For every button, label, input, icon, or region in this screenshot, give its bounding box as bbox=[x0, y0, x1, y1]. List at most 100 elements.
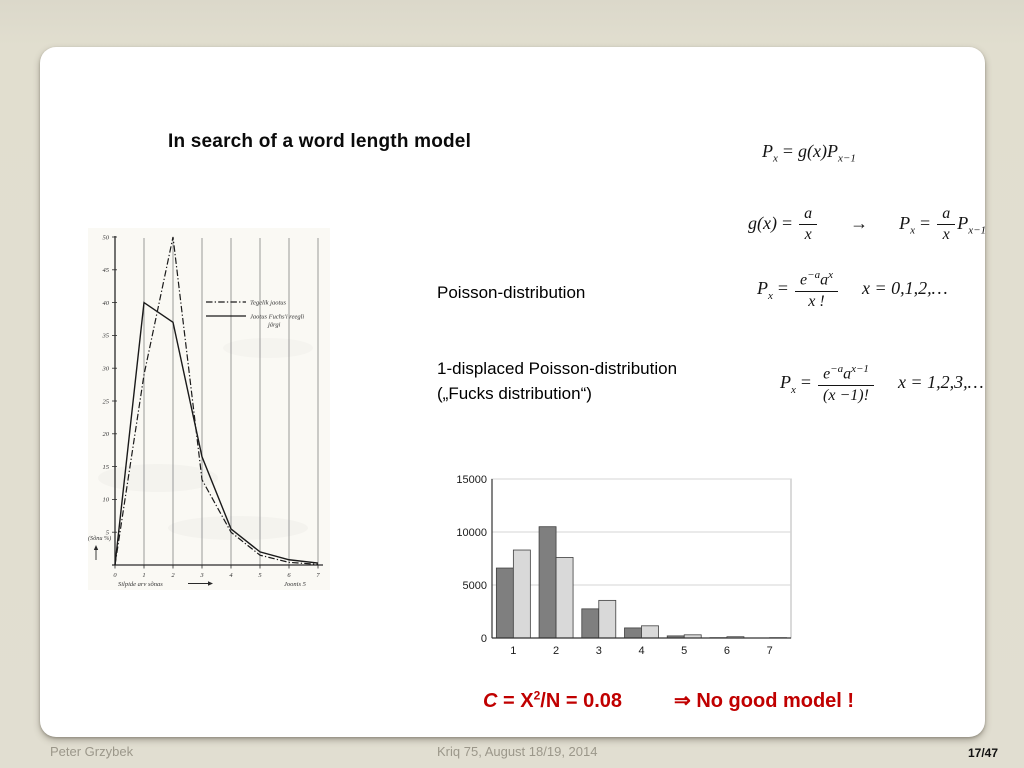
math-denominator: x ! bbox=[808, 292, 825, 310]
math-sub: x−1 bbox=[968, 224, 986, 237]
label-line: 1-displaced Poisson-distribution bbox=[437, 359, 678, 378]
math-operator: = bbox=[782, 141, 794, 161]
math-denominator: x bbox=[942, 226, 950, 244]
label-line: („Fucks distribution“) bbox=[437, 383, 592, 403]
math-operator: = bbox=[800, 372, 812, 393]
math-var: P bbox=[780, 372, 791, 393]
svg-text:5: 5 bbox=[681, 645, 687, 657]
svg-text:7: 7 bbox=[767, 645, 773, 657]
slide-content-card: In search of a word length model Px = g(x)… bbox=[40, 47, 986, 737]
svg-text:15: 15 bbox=[103, 464, 110, 471]
math-var: P bbox=[827, 141, 839, 161]
svg-text:4: 4 bbox=[638, 645, 644, 657]
formula-recurrence: Px = g(x)Px−1 bbox=[762, 141, 856, 165]
math-numerator: e−aax−1 bbox=[818, 363, 874, 386]
formula-poisson: Px = e−aax x ! x = 0,1,2,… bbox=[757, 269, 948, 311]
svg-text:3: 3 bbox=[596, 645, 602, 657]
svg-text:2: 2 bbox=[171, 572, 175, 579]
svg-text:6: 6 bbox=[287, 572, 291, 579]
math-operator: = bbox=[777, 278, 789, 299]
math-denominator: x bbox=[804, 226, 812, 244]
svg-text:4: 4 bbox=[229, 572, 233, 579]
bar-chart: 0 5000 10000 15000 1 2 3 4 5 6 7 bbox=[456, 474, 792, 657]
svg-text:50: 50 bbox=[103, 234, 110, 241]
math-var: e bbox=[800, 271, 808, 289]
math-var: P bbox=[957, 213, 969, 234]
svg-text:Jaotus Fuchs'i reegli: Jaotus Fuchs'i reegli bbox=[250, 313, 304, 320]
math-operator: = bbox=[781, 213, 793, 234]
svg-text:0: 0 bbox=[481, 633, 487, 645]
math-sub: x bbox=[768, 289, 773, 302]
svg-text:5: 5 bbox=[106, 530, 110, 537]
math-denominator: (x −1)! bbox=[823, 386, 869, 404]
math-var: a bbox=[820, 271, 829, 289]
arrow-right-icon: → bbox=[850, 213, 869, 234]
implies-arrow-icon: ⇒ bbox=[674, 690, 691, 712]
svg-text:5000: 5000 bbox=[463, 580, 487, 592]
math-var: P bbox=[757, 278, 768, 299]
conclusion-text: = X bbox=[497, 690, 534, 712]
label-displaced-poisson: 1-displaced Poisson-distribution („Fucks… bbox=[437, 357, 677, 406]
footer-page-number: 17/47 bbox=[968, 746, 999, 760]
math-range: x = 1,2,3,… bbox=[897, 372, 984, 393]
conclusion-text: /N = 0.08 bbox=[540, 690, 622, 712]
math-var: (x) bbox=[807, 141, 828, 161]
label-poisson-distribution: Poisson-distribution bbox=[437, 283, 586, 302]
formula-g-definition: g(x) = a x → Px = a x Px−1 bbox=[748, 205, 986, 245]
svg-text:Joonis 5: Joonis 5 bbox=[284, 581, 307, 588]
svg-text:Tegelik jaotus: Tegelik jaotus bbox=[250, 299, 287, 306]
math-numerator: a bbox=[799, 205, 818, 226]
math-var: g(x) bbox=[748, 213, 777, 234]
math-var: g bbox=[798, 141, 808, 161]
svg-text:30: 30 bbox=[102, 366, 110, 373]
math-sub: x bbox=[910, 224, 916, 237]
footer-event: Kriq 75, August 18/19, 2014 bbox=[437, 744, 598, 759]
math-numerator: a bbox=[937, 205, 956, 226]
math-sup: x−1 bbox=[851, 363, 869, 375]
math-sup: x bbox=[828, 269, 833, 281]
svg-text:0: 0 bbox=[113, 572, 117, 579]
conclusion-line: C = X2/N = 0.08 ⇒ No good model ! bbox=[483, 688, 854, 713]
svg-text:15000: 15000 bbox=[456, 474, 487, 486]
math-numerator: e−aax bbox=[795, 269, 838, 292]
math-fraction: e−aax x ! bbox=[795, 269, 838, 311]
conclusion-verdict: No good model ! bbox=[690, 690, 855, 712]
svg-text:45: 45 bbox=[103, 267, 110, 274]
svg-text:20: 20 bbox=[103, 431, 110, 438]
svg-text:7: 7 bbox=[316, 572, 320, 579]
svg-text:25: 25 bbox=[103, 398, 110, 405]
conclusion-sup: 2 bbox=[533, 688, 541, 703]
math-sub: x bbox=[773, 152, 778, 165]
math-var: e bbox=[823, 365, 831, 383]
math-sup: −a bbox=[807, 269, 821, 281]
math-range: x = 0,1,2,… bbox=[861, 278, 948, 299]
svg-text:(Sõnu %): (Sõnu %) bbox=[88, 535, 111, 542]
math-var: P bbox=[762, 141, 773, 161]
svg-text:1: 1 bbox=[510, 645, 516, 657]
svg-text:2: 2 bbox=[553, 645, 559, 657]
math-var: a bbox=[843, 365, 852, 383]
math-fraction: e−aax−1 (x −1)! bbox=[818, 363, 874, 405]
svg-text:10000: 10000 bbox=[456, 527, 487, 539]
svg-text:6: 6 bbox=[724, 645, 730, 657]
svg-text:järgi: järgi bbox=[267, 321, 281, 328]
svg-text:5: 5 bbox=[258, 572, 262, 579]
slide-title: In search of a word length model bbox=[168, 131, 472, 152]
math-var: C bbox=[483, 690, 498, 712]
formula-displaced-poisson: Px = e−aax−1 (x −1)! x = 1,2,3,… bbox=[780, 363, 984, 405]
math-sup: −a bbox=[830, 363, 844, 375]
svg-text:1: 1 bbox=[142, 572, 145, 579]
svg-text:40: 40 bbox=[103, 300, 110, 307]
math-sub: x bbox=[791, 383, 796, 396]
svg-text:Silpide arv sõnas: Silpide arv sõnas bbox=[118, 581, 163, 588]
math-operator: = bbox=[920, 213, 931, 234]
math-var: P bbox=[899, 213, 911, 234]
footer-author: Peter Grzybek bbox=[50, 744, 134, 759]
math-sub: x−1 bbox=[838, 152, 856, 165]
svg-text:10: 10 bbox=[103, 497, 110, 504]
svg-text:3: 3 bbox=[199, 572, 204, 579]
svg-text:35: 35 bbox=[102, 333, 110, 340]
